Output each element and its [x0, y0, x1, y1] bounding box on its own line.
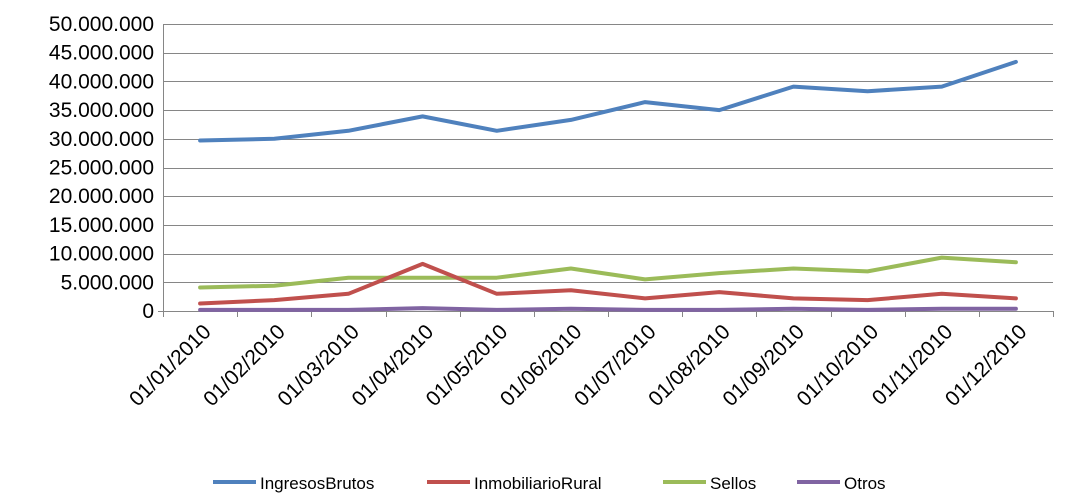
- y-tick-label: 10.000.000: [49, 243, 154, 266]
- y-tick-label: 5.000.000: [61, 271, 154, 294]
- legend-label: Sellos: [710, 474, 756, 493]
- series-line-sellos: [198, 255, 1018, 290]
- legend-item: Sellos: [663, 474, 756, 493]
- series-line-inmobiliariorural: [198, 261, 1018, 306]
- y-tick-label: 25.000.000: [49, 157, 154, 180]
- legend-item: IngresosBrutos: [213, 474, 374, 493]
- legend-item: Otros: [797, 474, 886, 493]
- y-tick-label: 20.000.000: [49, 185, 154, 208]
- y-tick-label: 15.000.000: [49, 214, 154, 237]
- legend-label: IngresosBrutos: [260, 474, 374, 493]
- y-tick-label: 0: [142, 300, 154, 323]
- x-tick-labels: 01/01/201001/02/201001/03/201001/04/2010…: [125, 320, 1031, 411]
- y-tick-label: 45.000.000: [49, 42, 154, 65]
- series-lines: [198, 59, 1018, 312]
- legend-label: Otros: [844, 474, 886, 493]
- legend-item: InmobiliarioRural: [427, 474, 602, 493]
- series-line-ingresosbrutos: [198, 59, 1018, 143]
- y-tick-label: 30.000.000: [49, 128, 154, 151]
- y-tick-label: 35.000.000: [49, 99, 154, 122]
- legend: IngresosBrutos InmobiliarioRural Sellos Otr…: [213, 474, 886, 493]
- gridlines: [163, 24, 1053, 283]
- legend-label: InmobiliarioRural: [474, 474, 602, 493]
- y-tick-label: 40.000.000: [49, 70, 154, 93]
- y-tick-label: 50.000.000: [49, 13, 154, 36]
- y-tick-labels: 0 5.000.000 10.000.000 15.000.000 20.000.000…: [49, 13, 154, 323]
- series-line-otros: [198, 306, 1018, 312]
